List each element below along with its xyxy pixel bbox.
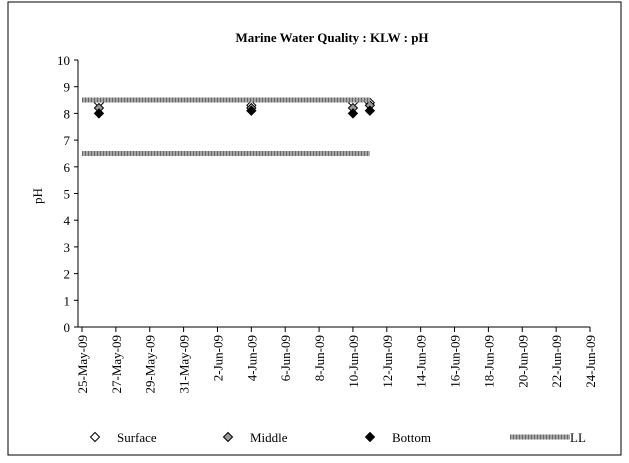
x-tick-label: 24-Jun-09	[583, 335, 598, 388]
x-tick-label: 25-May-09	[75, 335, 90, 394]
y-tick-label: 7	[64, 133, 71, 148]
x-tick-label: 18-Jun-09	[481, 335, 496, 388]
x-tick-label: 6-Jun-09	[278, 335, 293, 381]
x-tick-label: 29-May-09	[143, 335, 158, 394]
legend-swatch	[222, 431, 234, 443]
x-tick-label: 8-Jun-09	[312, 335, 327, 381]
x-tick-label: 12-Jun-09	[380, 335, 395, 388]
x-tick-label: 31-May-09	[177, 335, 192, 394]
marker	[93, 108, 105, 119]
x-tick-label: 20-Jun-09	[515, 335, 530, 388]
x-tick-label: 16-Jun-09	[448, 335, 463, 388]
x-tick-label: 22-Jun-09	[549, 335, 564, 388]
y-tick-label: 3	[64, 240, 71, 255]
y-tick-label: 8	[64, 106, 71, 121]
y-tick-label: 4	[64, 213, 71, 228]
legend-label: Bottom	[392, 430, 431, 445]
x-tick-label: 4-Jun-09	[244, 335, 259, 381]
chart-frame	[7, 1, 622, 456]
legend-swatch	[89, 431, 101, 443]
y-tick-label: 0	[64, 320, 71, 335]
legend-label: Middle	[250, 430, 288, 445]
legend-label: Surface	[117, 430, 157, 445]
y-tick-label: 1	[64, 293, 71, 308]
chart-title: Marine Water Quality : KLW : pH	[235, 30, 428, 45]
x-tick-label: 10-Jun-09	[346, 335, 361, 388]
y-tick-label: 10	[57, 53, 70, 68]
x-tick-label: 27-May-09	[109, 335, 124, 394]
y-tick-label: 2	[64, 267, 71, 282]
x-tick-label: 2-Jun-09	[210, 335, 225, 381]
y-axis-label: pH	[30, 188, 45, 204]
y-tick-label: 5	[64, 187, 71, 202]
marker	[246, 105, 257, 116]
y-tick-label: 6	[64, 160, 71, 175]
marker	[347, 108, 359, 119]
marker	[364, 105, 376, 116]
y-tick-label: 9	[64, 80, 71, 95]
legend-label: LL	[570, 430, 586, 445]
legend-swatch	[364, 431, 376, 443]
x-tick-label: 14-Jun-09	[414, 335, 429, 388]
